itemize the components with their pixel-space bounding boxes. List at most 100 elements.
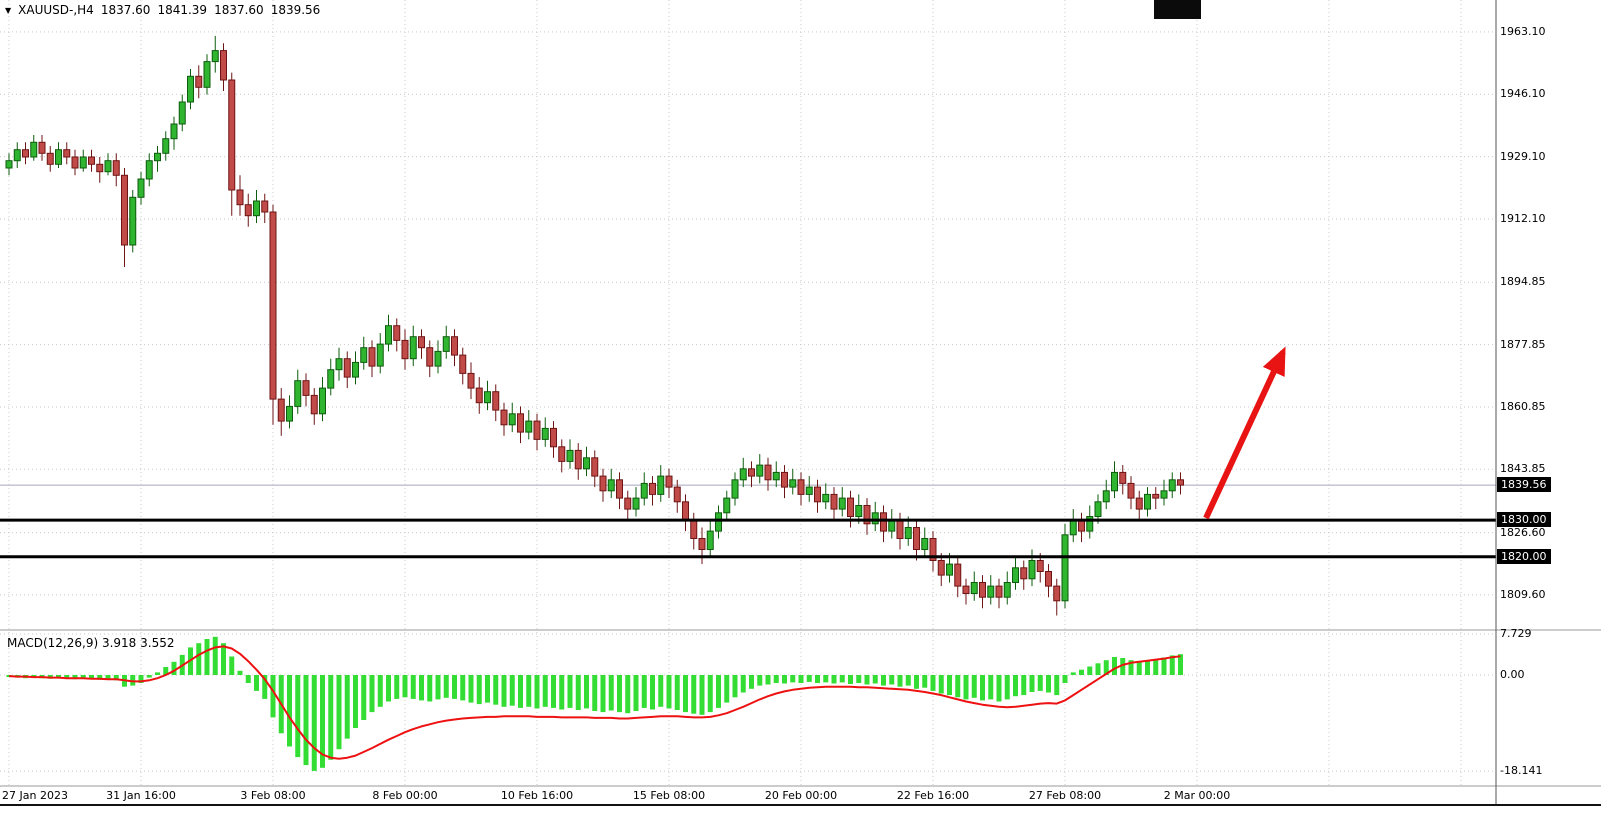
candle-up — [987, 585, 995, 598]
candle-up — [1102, 490, 1110, 503]
candle-up — [525, 420, 533, 433]
macd-histogram-bar — [196, 643, 202, 675]
candle-down — [112, 160, 120, 176]
candle-down — [616, 479, 623, 499]
candle-down — [814, 486, 821, 503]
macd-histogram-bar — [947, 675, 952, 696]
macd-histogram-bar — [724, 675, 730, 703]
macd-histogram-bar — [1103, 660, 1109, 675]
candle-up — [888, 519, 896, 532]
candle-up — [352, 361, 359, 378]
candle-down — [220, 50, 227, 81]
candle-up — [178, 101, 186, 125]
macd-histogram-bar — [1021, 675, 1027, 696]
macd-histogram-bar — [757, 675, 763, 686]
macd-histogram-bar — [1178, 654, 1183, 675]
macd-histogram-bar — [980, 675, 985, 701]
macd-histogram-bar — [749, 675, 754, 689]
macd-histogram-bar — [938, 675, 944, 694]
candle-down — [599, 475, 607, 492]
candle-up — [921, 538, 929, 550]
candle-up — [904, 527, 912, 539]
macd-histogram-bar — [1079, 669, 1084, 675]
macd-histogram-bar — [245, 675, 251, 683]
candle-down — [1177, 479, 1184, 486]
candle-down — [517, 413, 524, 433]
macd-histogram-bar — [1037, 675, 1043, 691]
macd-histogram-bar — [443, 675, 449, 698]
candle-down — [467, 372, 475, 389]
candle-down — [368, 347, 376, 367]
candle-up — [805, 486, 813, 495]
macd-histogram-bar — [171, 661, 177, 675]
macd-histogram-bar — [955, 675, 961, 698]
candle-down — [896, 519, 904, 539]
macd-histogram-bar — [658, 675, 664, 707]
macd-histogram-bar — [270, 675, 276, 718]
macd-histogram-bar — [1169, 655, 1175, 675]
macd-histogram-bar — [64, 675, 70, 679]
candle-up — [294, 380, 302, 407]
macd-histogram-bar — [641, 675, 647, 708]
macd-histogram-bar — [394, 675, 400, 699]
macd-histogram-bar — [336, 675, 342, 750]
candle-down — [682, 501, 689, 521]
macd-histogram-bar — [625, 675, 631, 714]
candle-down — [979, 582, 986, 598]
macd-histogram-bar — [534, 675, 540, 709]
candle-down — [1045, 571, 1052, 587]
candle-down — [574, 449, 582, 470]
candle-up — [187, 75, 194, 103]
candle-down — [830, 493, 838, 510]
candle-up — [1086, 516, 1094, 532]
macd-signal-line — [8, 645, 1181, 760]
macd-histogram-bar — [369, 675, 375, 713]
macd-histogram-bar — [790, 675, 796, 683]
macd-histogram-bar — [905, 675, 911, 686]
candle-up — [1094, 501, 1102, 517]
candle-up — [1069, 519, 1077, 536]
macd-histogram-bar — [848, 675, 853, 684]
macd-histogram-bar — [493, 675, 499, 705]
candle-down — [269, 211, 277, 400]
macd-histogram-bar — [864, 675, 870, 685]
macd-histogram-bar — [889, 675, 895, 685]
macd-histogram-bar — [402, 675, 408, 698]
macd-histogram-bar — [823, 675, 829, 683]
candle-up — [1028, 560, 1036, 580]
macd-histogram-bar — [930, 675, 936, 691]
candle-up — [508, 413, 516, 426]
candle-up — [79, 156, 87, 169]
trend-arrow[interactable] — [1203, 346, 1286, 520]
macd-histogram-bar — [1054, 675, 1060, 696]
macd-histogram-bar — [509, 675, 515, 706]
macd-histogram-bar — [1128, 660, 1134, 675]
candle-up — [5, 160, 13, 169]
candle-up — [1111, 471, 1118, 492]
macd-histogram-bar — [633, 675, 639, 711]
macd-histogram-bar — [559, 675, 565, 710]
macd-histogram-bar — [361, 675, 367, 720]
candle-down — [261, 200, 269, 213]
macd-histogram-bar — [89, 675, 94, 680]
candle-down — [343, 358, 351, 378]
candle-up — [1160, 490, 1168, 499]
candle-up — [211, 50, 219, 63]
macd-histogram-bar — [584, 675, 589, 709]
macd-histogram-bar — [839, 675, 845, 683]
candle-up — [484, 391, 491, 404]
candle-down — [591, 457, 599, 477]
macd-histogram-bar — [1095, 663, 1101, 675]
macd-histogram-bar — [518, 675, 523, 708]
macd-histogram-bar — [320, 675, 325, 768]
macd-histogram-bar — [815, 675, 820, 683]
macd-histogram-bar — [221, 643, 226, 675]
macd-histogram-bar — [996, 675, 1002, 702]
macd-histogram-bar — [1062, 675, 1068, 683]
macd-histogram-bar — [287, 675, 292, 747]
candle-down — [426, 347, 434, 367]
candle-up — [583, 457, 590, 470]
candle-down — [310, 394, 318, 415]
macd-histogram-bar — [765, 675, 771, 685]
